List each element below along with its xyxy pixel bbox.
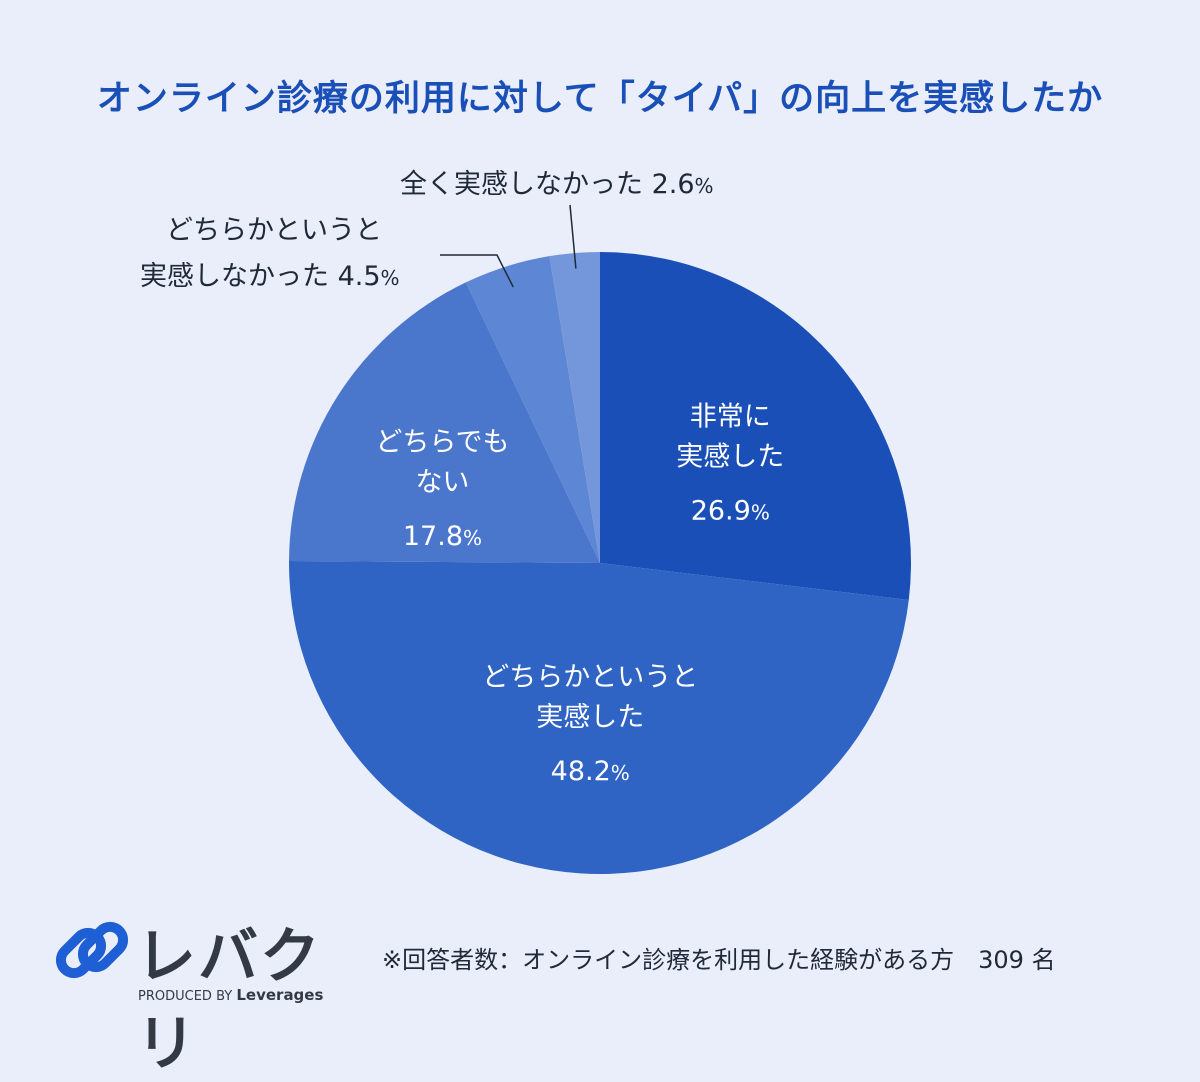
slice-value-somewhat: 48.2% [551, 756, 630, 787]
label-not-at-all-line1: 全く実感しなかった [400, 169, 643, 200]
leader-line-somewhat-not [440, 254, 514, 288]
link-chain-icon [55, 921, 129, 979]
pie-slice-very [600, 252, 912, 601]
label-not-at-all-unit: % [694, 174, 714, 198]
pie-slice-somewhat [288, 561, 909, 874]
label-somewhat-not: どちらかというと 実感しなかった 4.5% [140, 208, 400, 301]
logo-produced-by: PRODUCED BY Leverages [138, 986, 323, 1004]
lebacli-logo: レバクリ PRODUCED BY Leverages [52, 910, 342, 1079]
label-somewhat-not-unit: % [380, 266, 400, 290]
respondent-note: ※回答者数：オンライン診療を利用した経験がある方 309 名 [382, 946, 1056, 974]
slice-label-somewhat-line2: 実感した [536, 702, 644, 733]
slice-value-neutral: 17.8% [403, 521, 482, 552]
label-somewhat-not-line1: どちらかというと [166, 215, 382, 246]
label-not-at-all: 全く実感しなかった 2.6% [400, 162, 714, 209]
slice-label-somewhat-line1: どちらかというと [482, 662, 698, 693]
slice-label-very-line1: 非常に [690, 401, 771, 432]
chart-title: オンライン診療の利用に対して「タイパ」の向上を実感したか [96, 79, 1104, 119]
slice-label-neutral-line2: ない [415, 467, 469, 498]
slice-label-neutral-line1: どちらでも [375, 427, 509, 458]
label-somewhat-not-line2: 実感しなかった [140, 261, 329, 292]
slice-label-very-line2: 実感した [676, 441, 784, 472]
label-not-at-all-pct: 2.6 [651, 169, 695, 200]
leader-line-not-at-all [569, 204, 577, 269]
brand-name: Leverages [236, 986, 324, 1004]
pie-slice-neutral [289, 282, 600, 563]
label-somewhat-not-pct: 4.5 [337, 261, 381, 292]
logo-wordmark: レバクリ [136, 922, 322, 1079]
produced-by-text: PRODUCED BY [138, 989, 233, 1004]
pie-slice-somewhat-not [465, 256, 600, 563]
pie-slice-not-at-all [549, 252, 600, 563]
slice-value-very: 26.9% [691, 495, 770, 526]
